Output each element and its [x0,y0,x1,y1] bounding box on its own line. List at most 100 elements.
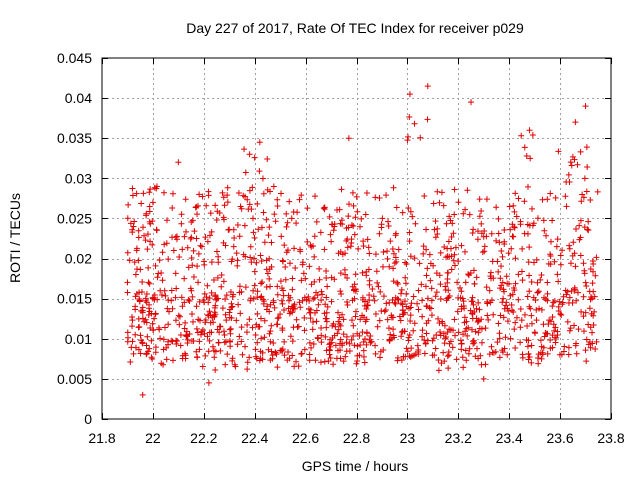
data-point [140,190,147,197]
data-point [242,169,249,176]
data-point [441,322,448,329]
data-point [132,271,139,278]
data-point [574,161,581,168]
data-point [592,272,599,279]
data-point [249,324,256,331]
data-point [296,196,303,203]
data-point [351,281,358,288]
data-point [590,321,597,328]
data-point [523,337,530,344]
data-point [424,303,431,310]
data-point [563,179,570,186]
data-point [466,345,473,352]
data-point [517,324,524,331]
data-point [284,219,291,226]
data-point [521,230,528,237]
data-point [427,277,434,284]
data-point [256,168,263,175]
data-point [552,339,559,346]
data-point [324,283,331,290]
data-point [188,254,195,261]
data-point [246,187,253,194]
data-point [482,361,489,368]
data-point [560,348,567,355]
data-point [287,333,294,340]
data-point [223,338,230,345]
data-point [235,190,242,197]
data-point [321,206,328,213]
data-point [573,226,580,233]
data-point [235,301,242,308]
data-point [547,238,554,245]
data-point [267,301,274,308]
data-point [442,287,449,294]
data-point [562,193,569,200]
data-point [163,356,170,363]
data-point [253,321,260,328]
data-point [135,257,142,264]
data-point [525,259,532,266]
data-point [160,336,167,343]
data-point [298,192,305,199]
data-point [573,340,580,347]
data-point [315,335,322,342]
data-point [129,229,136,236]
data-point [381,308,388,315]
data-point [495,215,502,222]
data-point [363,302,370,309]
data-point [444,279,451,286]
data-point [318,297,325,304]
data-point [154,296,161,303]
data-point [436,320,443,327]
data-point [176,253,183,260]
data-point [202,316,209,323]
data-point [429,337,436,344]
data-point [432,234,439,241]
data-point [451,251,458,258]
data-point [193,348,200,355]
data-point [435,315,442,322]
data-point [207,210,214,217]
data-point [204,282,211,289]
data-point [448,234,455,241]
data-point [395,246,402,253]
data-point [529,205,536,212]
data-point [480,375,487,382]
x-tick-label: 21.8 [88,430,115,446]
data-point [500,286,507,293]
data-point [156,326,163,333]
data-point [485,316,492,323]
data-point [202,352,209,359]
data-point [455,258,462,265]
data-point [590,288,597,295]
data-point [384,248,391,255]
data-point [410,327,417,334]
data-point [263,284,270,291]
data-point [447,217,454,224]
data-point [337,270,344,277]
data-point [367,339,374,346]
data-point [215,339,222,346]
data-point [468,326,475,333]
data-point [556,351,563,358]
data-point [524,183,531,190]
data-point [486,287,493,294]
data-point [203,294,210,301]
data-point [212,311,219,318]
data-point [124,279,131,286]
data-point [306,357,313,364]
data-point [274,364,281,371]
data-point [384,316,391,323]
data-point [339,311,346,318]
x-tick-label: 23.8 [597,430,624,446]
data-point [257,252,264,259]
data-point [409,213,416,220]
data-point [296,299,303,306]
data-point [266,255,273,262]
data-point [470,340,477,347]
data-point [138,307,145,314]
data-point [511,223,518,230]
data-point [345,213,352,220]
data-point [377,288,384,295]
